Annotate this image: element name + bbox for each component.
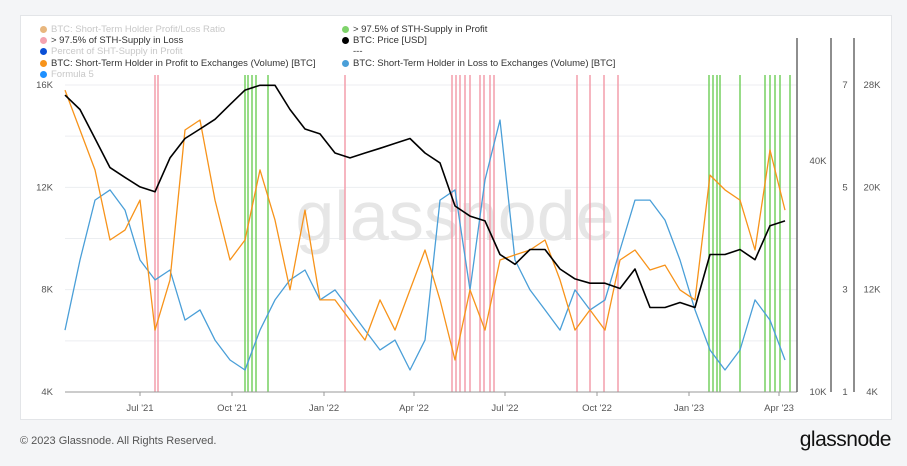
legend-label: > 97.5% of STH-Supply in Loss (51, 35, 184, 46)
legend-label: > 97.5% of STH-Supply in Profit (353, 24, 488, 35)
legend-item-supply-in-loss[interactable]: > 97.5% of STH-Supply in Loss (40, 35, 183, 46)
ratio-axis-tick-label: 1 (842, 387, 847, 398)
series-line-loss-volume (64, 119, 786, 371)
legend-label: Percent of SHT-Supply in Profit (51, 46, 183, 57)
legend-item-price[interactable]: BTC: Price [USD] (342, 35, 427, 46)
series-line-profit-volume (64, 89, 786, 361)
legend-dot-icon (342, 60, 349, 67)
left-axis-tick-label: 4K (41, 387, 53, 398)
right-axis-tick-label: 28K (864, 80, 882, 91)
legend-item-separator: --- (353, 46, 363, 57)
watermark: glassnode (295, 177, 614, 255)
price-axis-tick-label: 40K (810, 156, 828, 167)
legend-dot-icon (40, 71, 47, 78)
legend-dot-icon (342, 37, 349, 44)
left-axis-tick-label: 8K (41, 285, 53, 296)
x-tick-label: Jul '22 (491, 403, 518, 414)
series-line-price (64, 84, 786, 309)
legend-label: BTC: Price [USD] (353, 35, 427, 46)
legend-label: Formula 5 (51, 69, 94, 80)
glassnode-logo: glassnode (799, 428, 892, 451)
legend-label: --- (353, 46, 363, 57)
legend-label: BTC: Short-Term Holder in Loss to Exchan… (353, 58, 616, 69)
x-tick-label: Apr '22 (399, 403, 429, 414)
x-tick-label: Jan '23 (674, 403, 704, 414)
right-axis-tick-label: 20K (864, 182, 882, 193)
legend-dot-icon (40, 48, 47, 55)
ratio-axis-tick-label: 7 (842, 80, 847, 91)
legend-dot-icon (40, 37, 47, 44)
x-tick-label: Jul '21 (126, 403, 153, 414)
legend-dot-icon (40, 26, 47, 33)
left-axis-tick-label: 12K (36, 182, 54, 193)
legend-dot-icon (40, 60, 47, 67)
ratio-axis-tick-label: 5 (842, 182, 847, 193)
ratio-axis-tick-label: 3 (842, 285, 847, 296)
legend-item-profit-to-exchanges[interactable]: BTC: Short-Term Holder in Profit to Exch… (40, 58, 316, 69)
price-axis-tick-label: 10K (810, 387, 828, 398)
legend-label: BTC: Short-Term Holder Profit/Loss Ratio (51, 24, 226, 35)
legend-item-loss-to-exchanges[interactable]: BTC: Short-Term Holder in Loss to Exchan… (342, 58, 615, 69)
legend-item-supply-in-profit[interactable]: > 97.5% of STH-Supply in Profit (342, 24, 487, 35)
legend-item-percent-supply-in-profit[interactable]: Percent of SHT-Supply in Profit (40, 46, 182, 57)
right-axis-tick-label: 4K (866, 387, 878, 398)
copyright-text: © 2023 Glassnode. All Rights Reserved. (20, 435, 217, 447)
x-tick-label: Oct '21 (217, 403, 247, 414)
x-tick-label: Jan '22 (309, 403, 339, 414)
left-axis-tick-label: 16K (36, 80, 54, 91)
x-tick-label: Apr '23 (764, 403, 794, 414)
legend-item-sth-profit-loss-ratio[interactable]: BTC: Short-Term Holder Profit/Loss Ratio (40, 24, 225, 35)
legend-dot-icon (342, 26, 349, 33)
x-tick-label: Oct '22 (582, 403, 612, 414)
right-axis-tick-label: 12K (864, 285, 882, 296)
legend-label: BTC: Short-Term Holder in Profit to Exch… (51, 58, 316, 69)
legend-item-formula-5[interactable]: Formula 5 (40, 69, 94, 80)
